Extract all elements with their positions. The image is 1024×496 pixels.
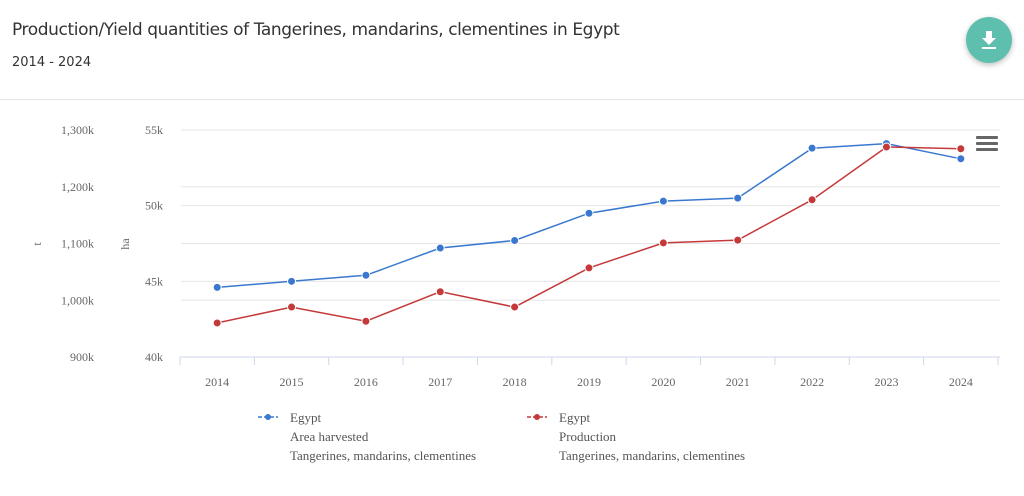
y-right-tick-label: 45k <box>145 274 163 288</box>
data-point-area-harvested <box>733 193 743 203</box>
x-tick-label: 2018 <box>503 375 527 389</box>
data-point-production <box>956 144 966 154</box>
y-axis-right-title: ha <box>118 238 132 250</box>
hamburger-menu-icon-bar <box>976 142 998 145</box>
data-point-production <box>881 142 891 152</box>
y-left-tick-label: 1,100k <box>61 237 94 251</box>
y-left-tick-label: 900k <box>70 350 94 364</box>
chart-menu-button[interactable] <box>976 136 998 154</box>
hamburger-menu-icon <box>976 136 998 139</box>
legend-series-item: Tangerines, mandarins, clementines <box>559 448 746 463</box>
data-point-production <box>287 302 297 312</box>
data-point-production <box>435 287 445 297</box>
x-tick-label: 2024 <box>949 375 973 389</box>
data-point-production <box>807 195 817 205</box>
chart-title: Production/Yield quantities of Tangerine… <box>12 20 620 40</box>
data-point-area-harvested <box>510 235 520 245</box>
x-tick-label: 2016 <box>354 375 378 389</box>
y-axis-left-title: t <box>30 242 44 246</box>
line-chart: 2014 2015 2016 2017 2018 2019 2020 2021 2022 2023… <box>30 123 1000 389</box>
gridlines <box>181 129 1000 301</box>
data-point-production <box>510 302 520 312</box>
data-point-production <box>658 238 668 248</box>
data-point-area-harvested <box>361 270 371 280</box>
y-right-tick-label: 50k <box>145 199 163 213</box>
data-point-production <box>212 318 222 328</box>
legend-marker-red <box>527 414 547 420</box>
x-tick-label: 2020 <box>651 375 675 389</box>
series-group <box>212 139 966 328</box>
y-axis-left: 900k 1,000k 1,100k 1,200k 1,300k <box>61 123 94 364</box>
y-left-tick-label: 1,000k <box>61 293 94 307</box>
y-right-tick-label: 55k <box>145 123 163 137</box>
x-axis: 2014 2015 2016 2017 2018 2019 2020 2021 2022 2023… <box>179 356 1000 389</box>
series-line-production <box>217 146 961 324</box>
x-tick-label: 2017 <box>428 375 452 389</box>
data-point-area-harvested <box>287 276 297 286</box>
y-right-tick-label: 40k <box>145 350 163 364</box>
data-point-production <box>733 235 743 245</box>
x-tick-label: 2021 <box>726 375 750 389</box>
data-point-production <box>584 263 594 273</box>
y-left-tick-label: 1,300k <box>61 123 94 137</box>
download-icon <box>982 31 996 49</box>
x-tick-label: 2019 <box>577 375 601 389</box>
data-point-area-harvested <box>956 154 966 164</box>
legend-series-element: Area harvested <box>290 429 369 444</box>
data-point-production <box>361 316 371 326</box>
legend-marker-blue <box>258 414 278 420</box>
x-tick-label: 2023 <box>874 375 898 389</box>
x-tick-label: 2015 <box>280 375 304 389</box>
data-point-area-harvested <box>212 282 222 292</box>
data-point-area-harvested <box>658 196 668 206</box>
x-tick-label: 2014 <box>205 375 229 389</box>
y-axis-right: 40k 45k 50k 55k <box>145 123 163 364</box>
chart-subtitle: 2014 - 2024 <box>12 55 92 70</box>
data-point-area-harvested <box>807 143 817 153</box>
legend-series-name: Egypt <box>290 410 322 425</box>
data-point-area-harvested <box>435 243 445 253</box>
download-button[interactable] <box>966 17 1012 63</box>
x-tick-label: 2022 <box>800 375 824 389</box>
legend-series-name: Egypt <box>559 410 591 425</box>
data-point-area-harvested <box>584 208 594 218</box>
chart-header: Production/Yield quantities of Tangerine… <box>0 0 1024 100</box>
legend-series-element: Production <box>559 429 617 444</box>
hamburger-menu-icon-bar <box>976 148 998 151</box>
y-left-tick-label: 1,200k <box>61 180 94 194</box>
legend-series-item: Tangerines, mandarins, clementines <box>290 448 477 463</box>
